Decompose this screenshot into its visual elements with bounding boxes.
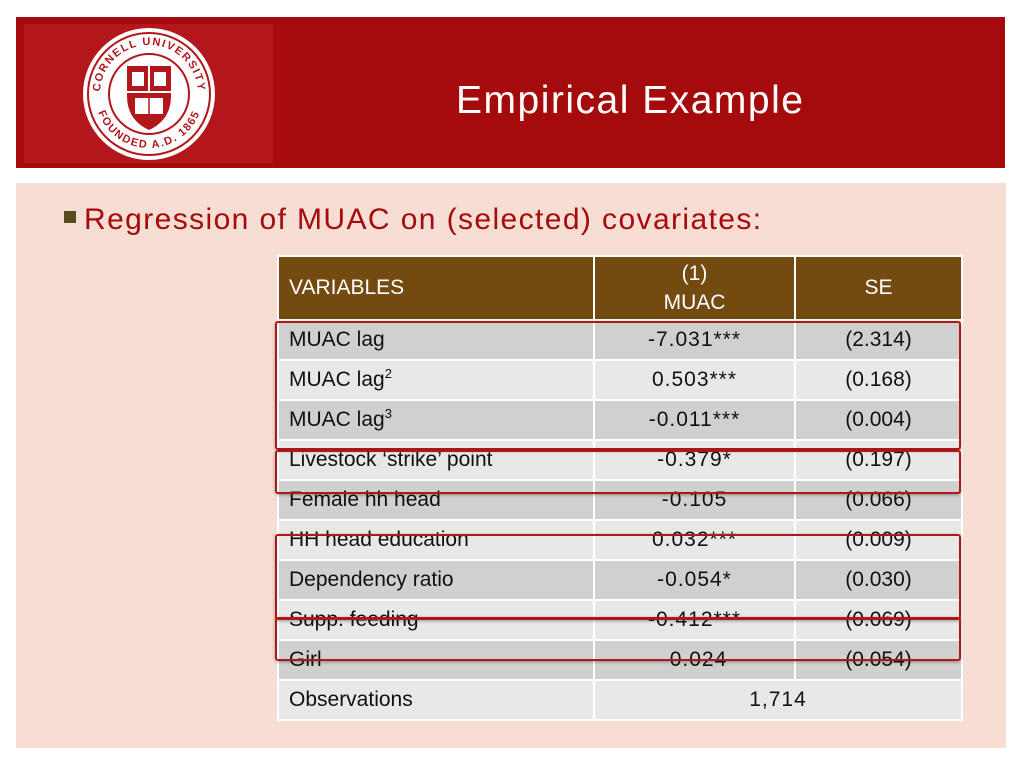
regression-table: VARIABLES (1) MUAC SE MUAC lag -7.031***… [277, 255, 963, 721]
se-cell: (0.004) [794, 399, 963, 441]
se-cell: (0.168) [794, 359, 963, 401]
coefficient-cell: -0.011*** [593, 399, 796, 441]
logo-panel: CORNELL UNIVERSITY FOUNDED A.D. 1865 [24, 24, 273, 163]
superscript: 2 [384, 366, 392, 381]
header-model-name: MUAC [663, 291, 726, 314]
variable-cell: MUAC lag [277, 319, 595, 361]
se-cell: (0.069) [794, 599, 963, 641]
table-row: MUAC lag -7.031*** (2.314) [277, 319, 963, 361]
se-cell: (0.030) [794, 559, 963, 601]
header-se: SE [794, 255, 963, 321]
cornell-seal-logo: CORNELL UNIVERSITY FOUNDED A.D. 1865 [83, 28, 215, 160]
bullet-text: Regression of MUAC on (selected) covaria… [84, 203, 763, 236]
table-row: HH head education 0.032*** (0.009) [277, 519, 963, 561]
variable-name: MUAC lag [289, 408, 385, 431]
variable-name: Livestock ‘strike’ point [289, 448, 493, 471]
table-row: MUAC lag2 0.503*** (0.168) [277, 359, 963, 401]
highlight-box-education-dependency [275, 534, 961, 620]
highlight-box-supp-feeding [275, 617, 961, 661]
header-variables: VARIABLES [277, 255, 595, 321]
observations-row: Observations 1,714 [277, 679, 963, 721]
coefficient-cell: -7.031*** [593, 319, 796, 361]
variable-name: MUAC lag [289, 368, 385, 391]
variable-name: Dependency ratio [289, 568, 454, 591]
se-cell: (0.197) [794, 439, 963, 481]
table-row: Livestock ‘strike’ point -0.379* (0.197) [277, 439, 963, 481]
table-row: Supp. feeding -0.412*** (0.069) [277, 599, 963, 641]
table-row: MUAC lag3 -0.011*** (0.004) [277, 399, 963, 441]
se-cell: (0.009) [794, 519, 963, 561]
variable-cell: Supp. feeding [277, 599, 595, 641]
slide-title: Empirical Example [456, 79, 805, 122]
table-row: Dependency ratio -0.054* (0.030) [277, 559, 963, 601]
variable-name: MUAC lag [289, 328, 385, 351]
header-model-number: (1) [681, 262, 708, 285]
variable-cell: MUAC lag3 [277, 399, 595, 441]
variable-cell: Dependency ratio [277, 559, 595, 601]
coefficient-cell: -0.412*** [593, 599, 796, 641]
bullet-square-icon [64, 211, 76, 223]
variable-cell: MUAC lag2 [277, 359, 595, 401]
coefficient-cell: -0.105 [593, 479, 796, 521]
variable-name: HH head education [289, 528, 469, 551]
table-header-row: VARIABLES (1) MUAC SE [277, 255, 963, 321]
coefficient-cell: 0.032*** [593, 519, 796, 561]
slide-header: CORNELL UNIVERSITY FOUNDED A.D. 1865 Emp… [16, 17, 1005, 168]
observations-value: 1,714 [593, 679, 963, 721]
variable-cell: HH head education [277, 519, 595, 561]
coefficient-cell: 0.503*** [593, 359, 796, 401]
coefficient-cell: -0.054* [593, 559, 796, 601]
highlight-box-muac-lags [275, 321, 961, 450]
header-model: (1) MUAC [593, 255, 796, 321]
coefficient-cell: -0.379* [593, 439, 796, 481]
observations-label: Observations [277, 679, 595, 721]
variable-cell: Livestock ‘strike’ point [277, 439, 595, 481]
highlight-box-livestock [275, 450, 961, 494]
table-row: Female hh head -0.105 (0.066) [277, 479, 963, 521]
superscript: 3 [384, 406, 392, 421]
